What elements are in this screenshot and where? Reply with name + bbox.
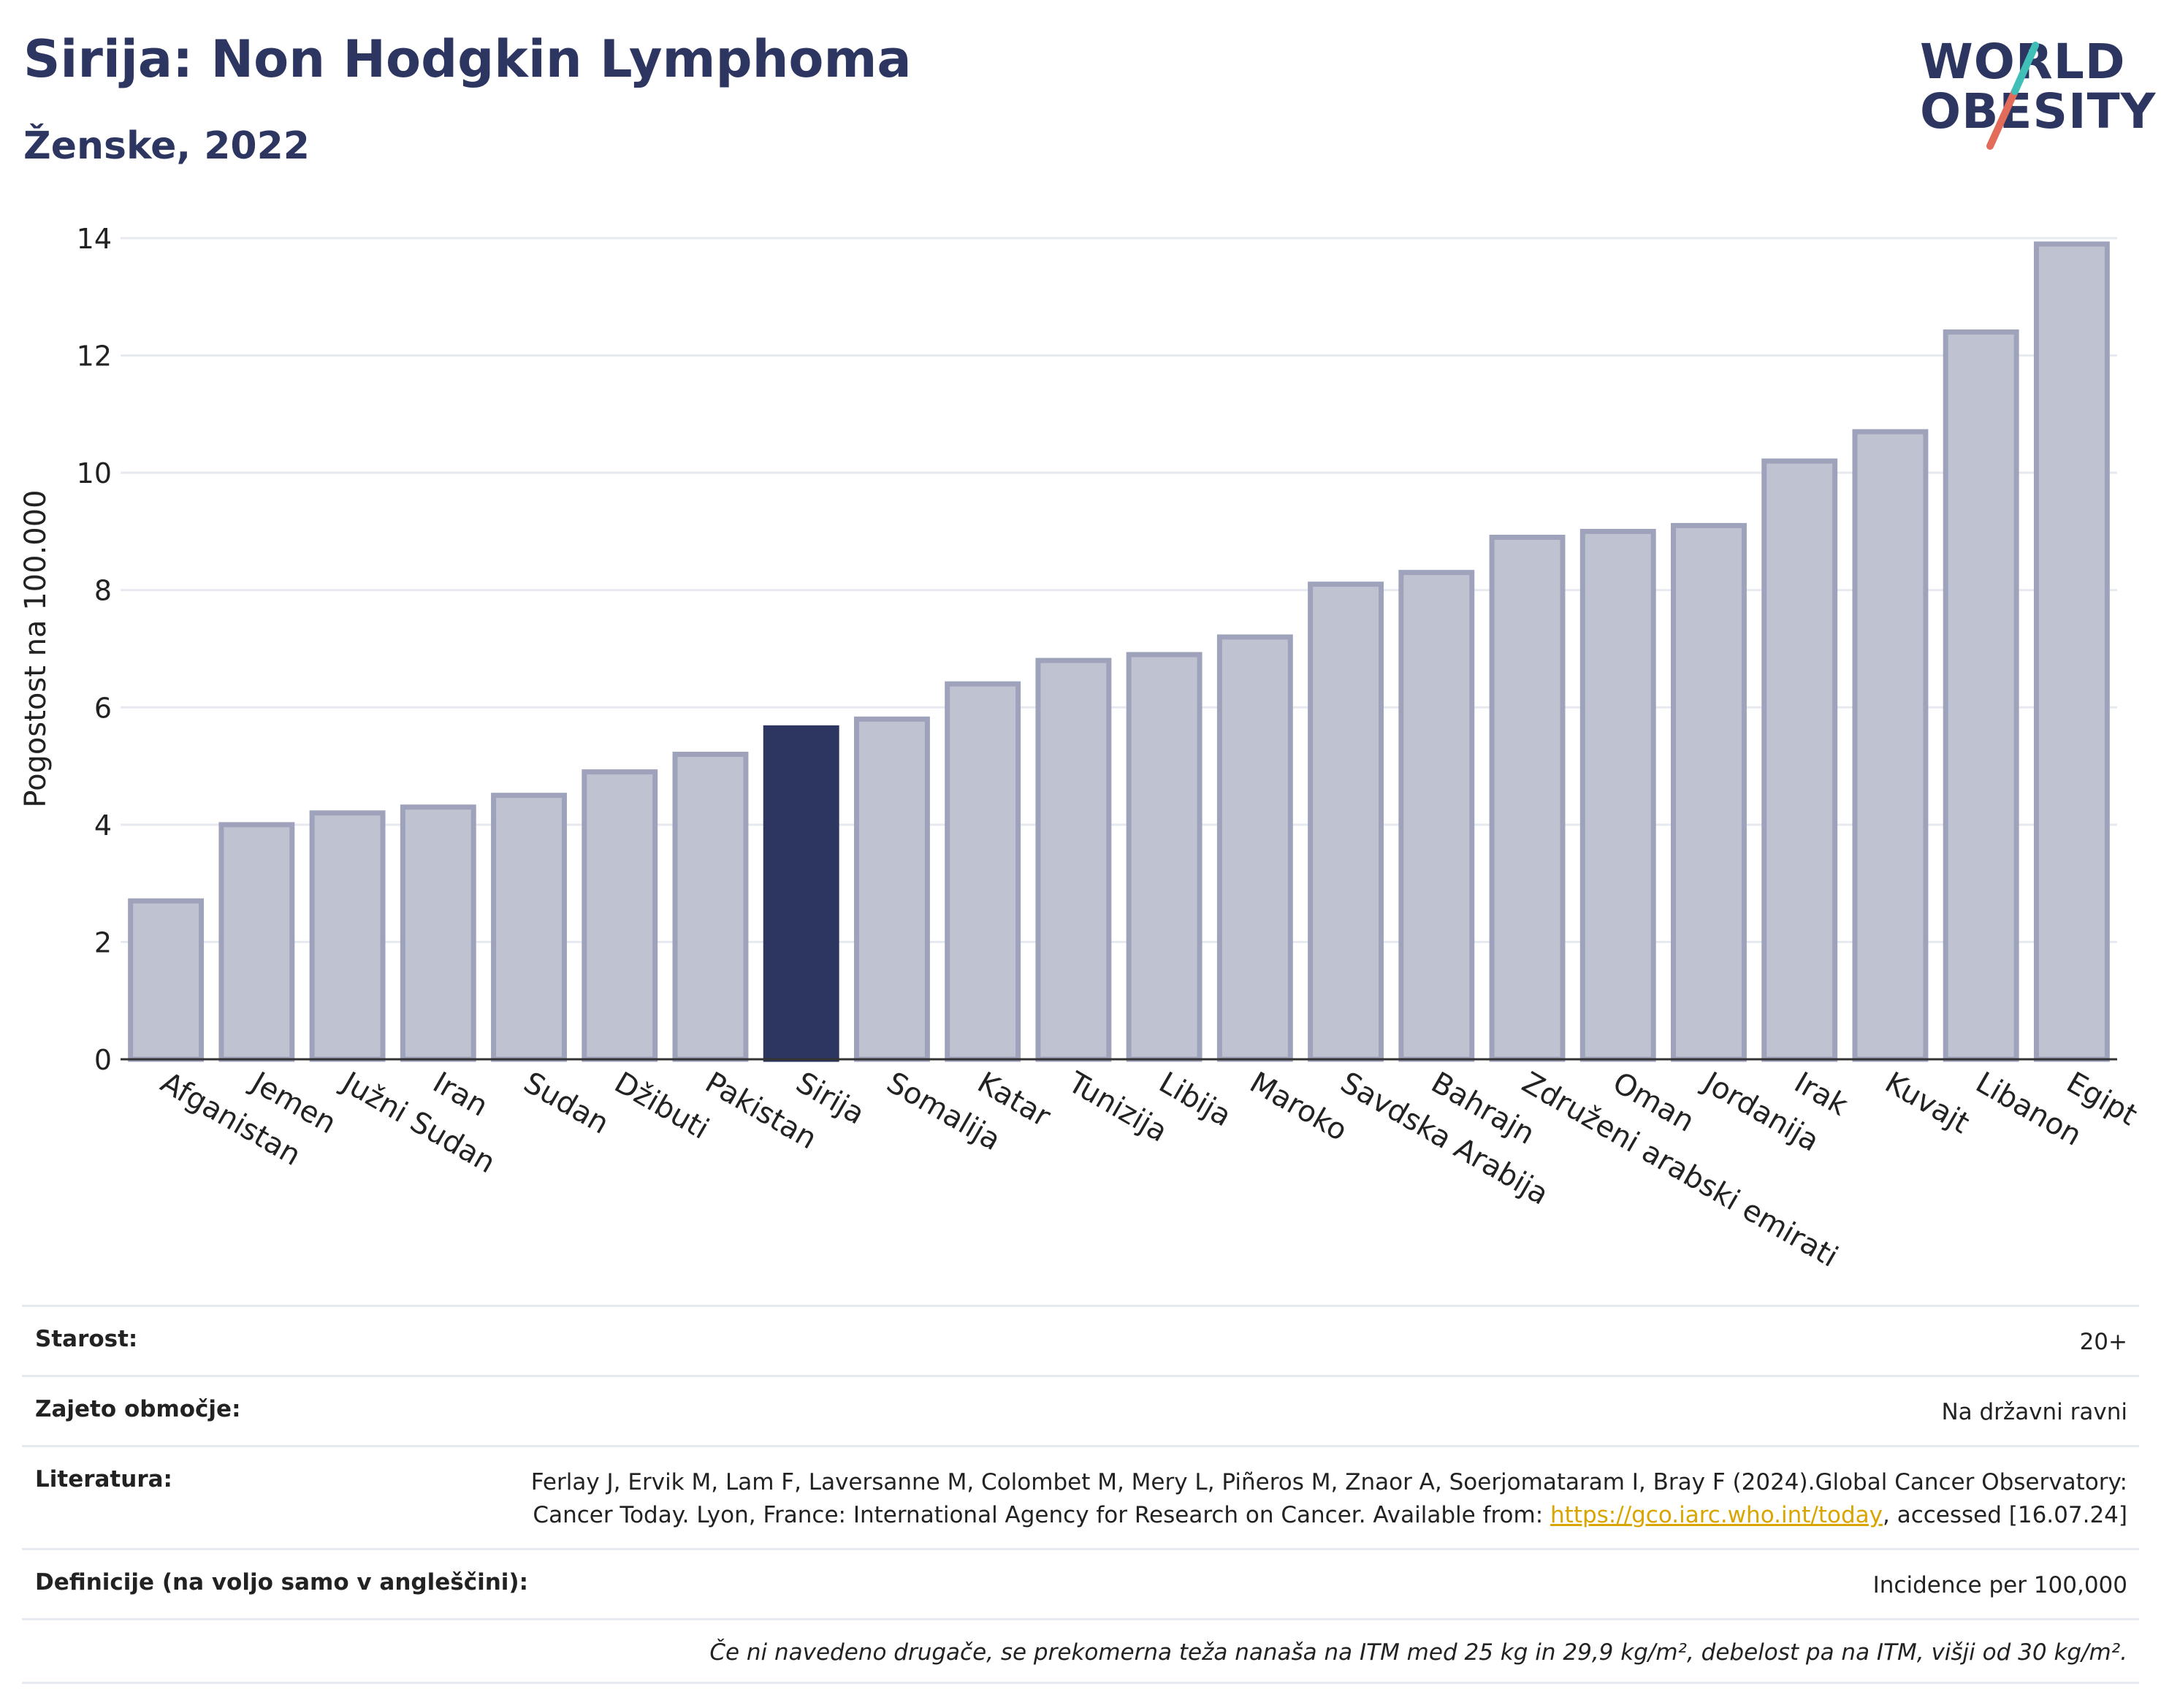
bar-somalija (853, 716, 930, 1062)
age-value: 20+ (2079, 1329, 2127, 1355)
literature-accessed: , accessed [16.07.24] (1882, 1501, 2127, 1528)
bar-katar (945, 681, 1021, 1062)
coverage-value: Na državni ravni (1941, 1398, 2127, 1425)
bar-afganistan (128, 898, 205, 1062)
bar-pakistan (672, 752, 749, 1062)
y-tick-label: 10 (77, 457, 112, 489)
bar-maroko (1216, 634, 1293, 1062)
bar-kuvajt (1852, 429, 1929, 1062)
bar-sudan (491, 793, 567, 1062)
x-tick-label: Kuvajt (1879, 1066, 1975, 1140)
bar-savdska-arabija (1308, 582, 1384, 1062)
y-tick-label: 6 (94, 692, 112, 724)
bar-libanon (1943, 329, 2019, 1062)
y-tick-label: 4 (94, 809, 112, 842)
bar-oman (1579, 528, 1656, 1062)
literature-value: Ferlay J, Ervik M, Lam F, Laversanne M, … (484, 1466, 2127, 1532)
literature-text: Ferlay J, Ervik M, Lam F, Laversanne M, … (530, 1468, 2127, 1528)
info-row-definitions: Definicije (na voljo samo v angleščini):… (22, 1547, 2139, 1618)
chart-title: Sirija: Non Hodgkin Lymphoma (23, 29, 912, 89)
chart-subtitle: Ženske, 2022 (23, 124, 310, 168)
bar-jemen (218, 822, 295, 1062)
y-tick-label: 14 (77, 223, 112, 255)
footnote: Če ni navedeno drugače, se prekomerna te… (709, 1639, 2127, 1666)
info-row-age: Starost: 20+ (22, 1305, 2139, 1375)
info-row-literature: Literatura: Ferlay J, Ervik M, Lam F, La… (22, 1444, 2139, 1548)
age-label: Starost: (35, 1326, 138, 1352)
bar-tunizija (1035, 657, 1112, 1062)
bar-jordanija (1671, 522, 1747, 1062)
bar-južni-sudan (309, 810, 386, 1062)
info-table: Starost: 20+ Zajeto območje: Na državni … (22, 1305, 2139, 1684)
y-tick-label: 0 (94, 1044, 112, 1076)
world-obesity-logo: WORLD OBESITY (1899, 22, 2155, 153)
y-tick-label: 8 (94, 575, 112, 607)
bar-združeni-arabski-emirati (1489, 534, 1566, 1062)
info-row-note: Če ni navedeno drugače, se prekomerna te… (22, 1617, 2139, 1684)
x-tick-label: Tunizija (1062, 1065, 1173, 1148)
bar-libija (1126, 652, 1203, 1062)
coverage-label: Zajeto območje: (35, 1395, 241, 1422)
bar-irak (1761, 458, 1838, 1062)
bar-bahrajn (1398, 570, 1475, 1062)
x-tick-label: Maroko (1244, 1066, 1353, 1148)
x-tick-label: Džibuti (609, 1066, 714, 1146)
logo-line-2: OBESITY (1920, 83, 2157, 140)
bar-egipt (2033, 241, 2110, 1062)
info-row-coverage: Zajeto območje: Na državni ravni (22, 1374, 2139, 1445)
y-tick-label: 12 (77, 340, 112, 373)
bar-iran (400, 804, 476, 1062)
definitions-label: Definicije (na voljo samo v angleščini): (35, 1568, 528, 1595)
x-tick-label: Sudan (518, 1066, 614, 1141)
y-axis-label: Pogostost na 100.000 (19, 489, 53, 807)
y-tick-label: 2 (94, 926, 112, 958)
literature-link[interactable]: https://gco.iarc.who.int/today (1550, 1501, 1883, 1528)
bar-džibuti (582, 769, 658, 1062)
literature-label: Literatura: (35, 1465, 172, 1492)
bars (128, 241, 2110, 1062)
bar-sirija (763, 725, 839, 1062)
definitions-value: Incidence per 100,000 (1872, 1571, 2127, 1598)
logo-slash-icon (1986, 42, 2039, 150)
